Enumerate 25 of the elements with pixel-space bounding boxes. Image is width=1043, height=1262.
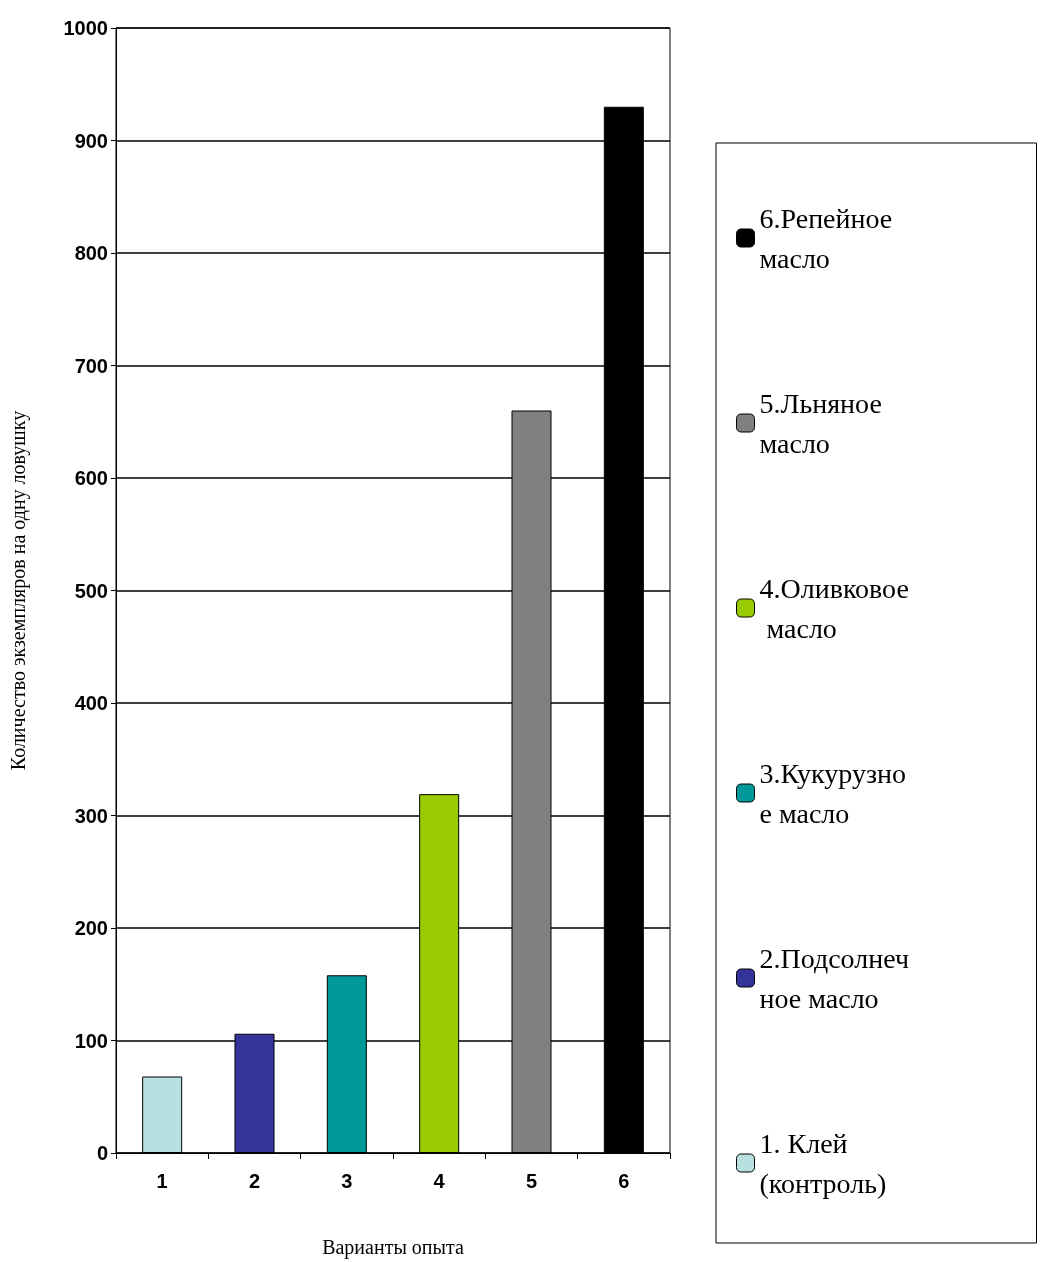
legend-label: 2.Подсолнечное масло xyxy=(759,942,909,1014)
y-tick-label: 400 xyxy=(74,692,108,714)
y-tick-label: 900 xyxy=(74,129,108,152)
y-axis-title: Количество экземпляров на одну ловушку xyxy=(7,410,30,771)
x-tick-label: 5 xyxy=(525,1170,538,1192)
legend-label: 1. Клей (контроль) xyxy=(759,1127,887,1199)
y-tick-label: 300 xyxy=(74,804,108,827)
y-tick-label: 800 xyxy=(74,242,108,264)
x-tick-label: 2 xyxy=(248,1170,261,1192)
y-tick-label: 700 xyxy=(74,354,108,377)
x-tick-label: 4 xyxy=(433,1170,446,1192)
x-tick-label: 6 xyxy=(618,1170,630,1192)
x-axis-title: Варианты опыта xyxy=(322,1236,464,1259)
x-tick-label: 3 xyxy=(341,1170,353,1192)
y-tick-label: 100 xyxy=(74,1029,108,1052)
y-tick-label: 1000 xyxy=(63,17,108,39)
legend-label: 3.Кукурузное масло xyxy=(759,757,906,829)
y-tick-label: 0 xyxy=(96,1142,108,1164)
y-tick-label: 500 xyxy=(74,579,108,602)
legend-label: 5.Льняное масло xyxy=(759,387,889,459)
legend-label: 6.Репейное масло xyxy=(759,202,900,274)
y-tick-label: 200 xyxy=(74,917,108,939)
x-tick-label: 1 xyxy=(156,1170,168,1192)
y-tick-label: 600 xyxy=(74,467,108,489)
legend-label: 4.Оливковое масло xyxy=(759,572,909,644)
